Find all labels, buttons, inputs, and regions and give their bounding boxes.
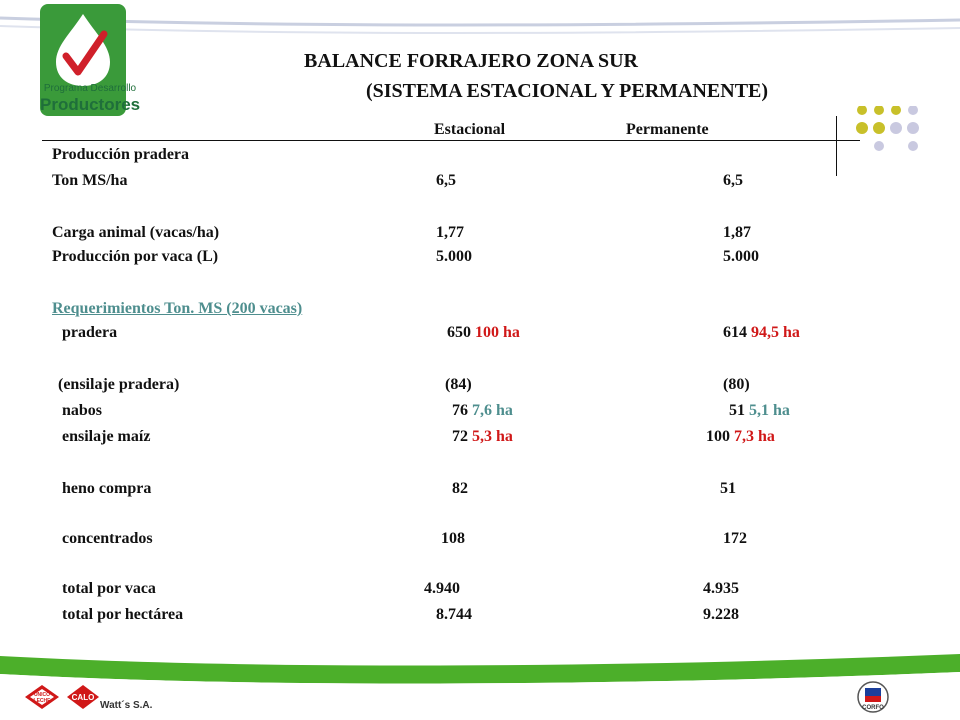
value-estacional: 4.940: [424, 580, 460, 597]
value-permanente: 172: [723, 530, 747, 547]
decorative-dots: [856, 106, 919, 151]
area-estacional: 5,3 ha: [472, 428, 513, 445]
row-label-pradera: pradera: [62, 324, 118, 341]
corfo-logo: CORFO: [857, 681, 889, 713]
row-label-concentrados: concentrados: [62, 530, 153, 547]
row-label-nabos: nabos: [62, 402, 103, 419]
area-permanente: 7,3 ha: [734, 428, 775, 445]
row-label-total-hectarea: total por hectárea: [62, 606, 184, 623]
column-header-permanente: Permanente: [626, 121, 709, 138]
svg-text:UNICO: UNICO: [34, 692, 50, 698]
value-permanente: 1,87: [723, 224, 751, 241]
value-permanente: 6,5: [723, 172, 743, 189]
watts-logo-text: Watt´s S.A.: [100, 700, 153, 711]
value-permanente: 100 7,3 ha: [706, 428, 775, 445]
row-label-produccion-vaca: Producción por vaca (L): [52, 248, 219, 265]
value-permanente: 614 94,5 ha: [723, 324, 800, 341]
value-estacional: 1,77: [436, 224, 464, 241]
value-estacional: 108: [441, 530, 465, 547]
calo-logo: CALO: [67, 685, 99, 709]
value-permanente: 51: [720, 480, 736, 497]
area-estacional: 7,6 ha: [472, 402, 513, 419]
row-label-carga-animal: Carga animal (vacas/ha): [52, 224, 220, 241]
value-estacional: 5.000: [436, 248, 472, 265]
top-wave-decoration: [0, 16, 960, 34]
row-label-ensilaje-pradera: (ensilaje pradera): [58, 376, 180, 393]
column-header-estacional: Estacional: [434, 121, 506, 138]
value-estacional: 76 7,6 ha: [452, 402, 513, 419]
value-permanente: 51 5,1 ha: [729, 402, 790, 419]
programa-desarrollo-logo: [40, 4, 126, 116]
unico-leche-logo: UNICO LECHE: [25, 685, 59, 709]
row-label-ton-ms-ha: Ton MS/ha: [52, 172, 128, 189]
header-rule: [42, 140, 860, 141]
area-estacional: 100 ha: [475, 324, 520, 341]
value-estacional: 650 100 ha: [447, 324, 520, 341]
row-label-total-vaca: total por vaca: [62, 580, 156, 597]
bottom-green-band: [0, 654, 960, 720]
area-permanente: 94,5 ha: [751, 324, 800, 341]
value-permanente: 4.935: [703, 580, 739, 597]
value-permanente: 5.000: [723, 248, 759, 265]
value-permanente: 9.228: [703, 606, 739, 623]
row-label-produccion-pradera: Producción pradera: [52, 146, 190, 163]
vertical-divider: [836, 116, 837, 176]
value-estacional: 82: [452, 480, 468, 497]
svg-text:LECHE: LECHE: [34, 698, 52, 704]
area-permanente: 5,1 ha: [749, 402, 790, 419]
value-estacional: 72 5,3 ha: [452, 428, 513, 445]
logo-text: Programa Desarrollo Productores: [40, 83, 141, 114]
value-estacional: 6,5: [436, 172, 456, 189]
value-permanente: (80): [723, 376, 750, 393]
logo-line1: Programa Desarrollo: [43, 83, 137, 94]
requerimientos-link[interactable]: Requerimientos Ton. MS (200 vacas): [52, 300, 303, 317]
row-label-heno-compra: heno compra: [62, 480, 152, 497]
logo-line2: Productores: [40, 95, 141, 114]
svg-text:CALO: CALO: [72, 693, 95, 702]
page-title: BALANCE FORRAJERO ZONA SUR: [304, 50, 638, 72]
row-label-ensilaje-maiz: ensilaje maíz: [62, 428, 151, 445]
value-estacional: (84): [445, 376, 472, 393]
value-estacional: 8.744: [436, 606, 472, 623]
svg-text:CORFO: CORFO: [862, 705, 884, 711]
page-subtitle: (SISTEMA ESTACIONAL Y PERMANENTE): [365, 80, 769, 102]
